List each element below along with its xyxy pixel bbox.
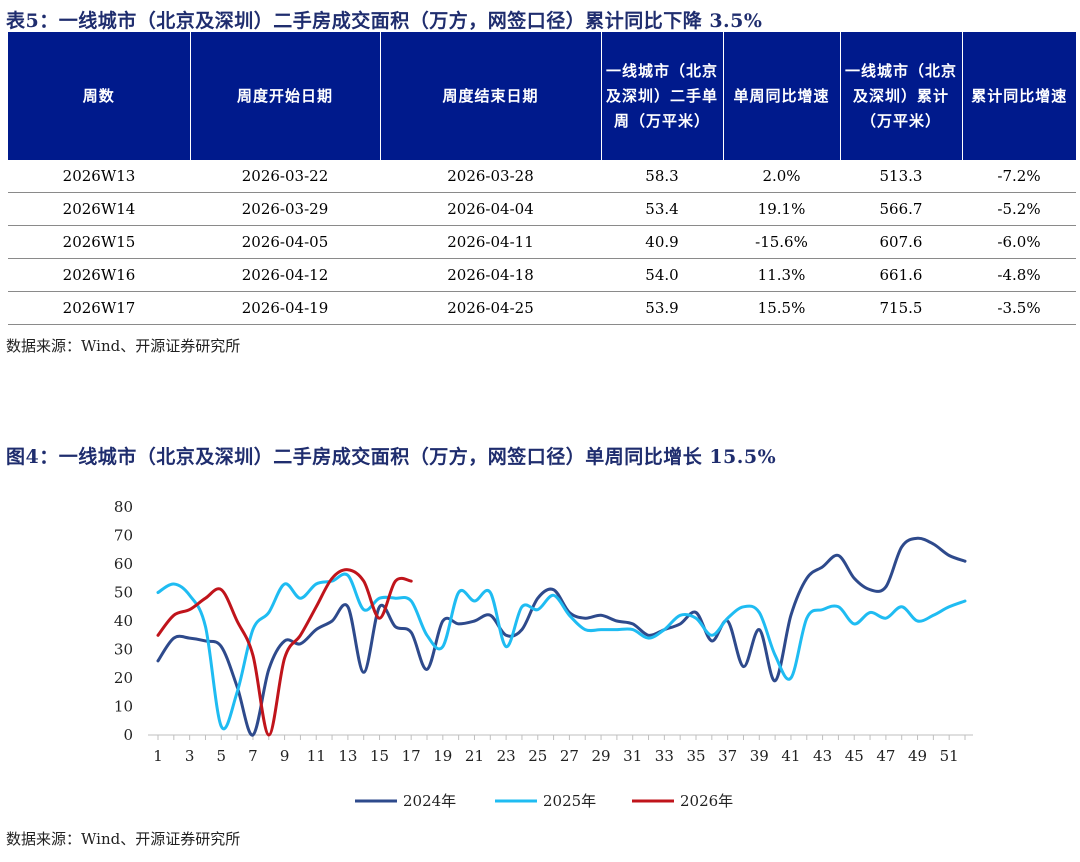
x-tick-label: 3 <box>185 747 195 765</box>
cell-end-date: 2026-04-04 <box>380 192 601 226</box>
cell-cumulative-area: 715.5 <box>840 291 962 325</box>
x-tick-label: 17 <box>402 747 421 765</box>
cell-end-date: 2026-04-25 <box>380 291 601 325</box>
cell-cumulative-yoy: -7.2% <box>962 160 1076 193</box>
cell-weekly-yoy: 15.5% <box>723 291 840 325</box>
cell-week: 2026W16 <box>8 258 190 292</box>
cell-cumulative-yoy: -6.0% <box>962 225 1076 259</box>
x-tick-label: 37 <box>718 747 737 765</box>
x-tick-label: 19 <box>433 747 452 765</box>
line-chart-container: 0 10 20 30 40 50 60 70 80 1 3 5 7 9 11 13 15 17 19 21 23 25 27… <box>0 490 1080 825</box>
y-tick-label: 30 <box>114 641 133 659</box>
cell-start-date: 2026-04-19 <box>190 291 380 325</box>
cell-weekly-area: 53.4 <box>601 192 723 226</box>
x-tick-label: 5 <box>217 747 227 765</box>
x-tick-label: 13 <box>338 747 357 765</box>
legend-label: 2024年 <box>403 792 456 810</box>
cell-cumulative-area: 513.3 <box>840 160 962 193</box>
cell-end-date: 2026-04-11 <box>380 225 601 259</box>
cell-weekly-area: 58.3 <box>601 160 723 193</box>
x-tick-label: 7 <box>248 747 258 765</box>
x-tick-label: 29 <box>592 747 611 765</box>
x-tick-label: 49 <box>908 747 927 765</box>
figure-title: 图4：一线城市（北京及深圳）二手房成交面积（万方，网签口径）单周同比增长 15.… <box>6 446 777 468</box>
cell-end-date: 2026-04-18 <box>380 258 601 292</box>
x-tick-label: 33 <box>655 747 674 765</box>
table-row: 2026W15 2026-04-05 2026-04-11 40.9 -15.6… <box>8 225 1076 259</box>
x-tick-label: 27 <box>560 747 579 765</box>
x-tick-label: 39 <box>750 747 769 765</box>
x-tick-label: 1 <box>153 747 163 765</box>
legend-label: 2025年 <box>543 792 596 810</box>
y-tick-label: 0 <box>123 726 133 744</box>
cell-week: 2026W13 <box>8 160 190 193</box>
cell-weekly-yoy: 19.1% <box>723 192 840 226</box>
cell-cumulative-yoy: -5.2% <box>962 192 1076 226</box>
x-tick-label: 25 <box>528 747 547 765</box>
table-source-note: 数据来源：Wind、开源证券研究所 <box>6 337 241 355</box>
cell-start-date: 2026-04-05 <box>190 225 380 259</box>
legend-label: 2026年 <box>680 792 733 810</box>
x-tick-label: 21 <box>465 747 484 765</box>
data-table: 周数 周度开始日期 周度结束日期 一线城市（北京及深圳）二手单周（万平米） 单周… <box>8 32 1076 325</box>
x-tick-label: 35 <box>686 747 705 765</box>
header-weekly-area: 一线城市（北京及深圳）二手单周（万平米） <box>601 32 724 160</box>
header-start-date: 周度开始日期 <box>190 32 381 160</box>
series-line-1 <box>156 572 967 731</box>
series-line-0 <box>156 536 967 737</box>
cell-cumulative-yoy: -4.8% <box>962 258 1076 292</box>
y-tick-label: 80 <box>114 498 133 516</box>
cell-start-date: 2026-03-22 <box>190 160 380 193</box>
x-tick-label: 47 <box>876 747 895 765</box>
y-tick-label: 40 <box>114 612 133 630</box>
cell-weekly-yoy: -15.6% <box>723 225 840 259</box>
x-tick-label: 45 <box>845 747 864 765</box>
table-header-row: 周数 周度开始日期 周度结束日期 一线城市（北京及深圳）二手单周（万平米） 单周… <box>8 32 1076 160</box>
figure-source-note: 数据来源：Wind、开源证券研究所 <box>6 830 241 848</box>
x-tick-label: 41 <box>781 747 800 765</box>
cell-cumulative-yoy: -3.5% <box>962 291 1076 325</box>
y-tick-label: 70 <box>114 527 133 545</box>
y-tick-label: 10 <box>114 698 133 716</box>
table-row: 2026W17 2026-04-19 2026-04-25 53.9 15.5%… <box>8 291 1076 325</box>
y-tick-label: 20 <box>114 669 133 687</box>
cell-cumulative-area: 661.6 <box>840 258 962 292</box>
header-end-date: 周度结束日期 <box>380 32 602 160</box>
y-tick-label: 60 <box>114 555 133 573</box>
x-tick-label: 15 <box>370 747 389 765</box>
cell-end-date: 2026-03-28 <box>380 160 601 193</box>
x-tick-label: 23 <box>497 747 516 765</box>
x-tick-label: 43 <box>813 747 832 765</box>
table-row: 2026W16 2026-04-12 2026-04-18 54.0 11.3%… <box>8 258 1076 292</box>
cell-week: 2026W17 <box>8 291 190 325</box>
series-line-2 <box>156 568 413 737</box>
cell-weekly-area: 40.9 <box>601 225 723 259</box>
cell-cumulative-area: 607.6 <box>840 225 962 259</box>
cell-start-date: 2026-03-29 <box>190 192 380 226</box>
cell-weekly-area: 53.9 <box>601 291 723 325</box>
y-tick-label: 50 <box>114 584 133 602</box>
x-tick-label: 31 <box>623 747 642 765</box>
cell-week: 2026W14 <box>8 192 190 226</box>
header-week: 周数 <box>8 32 191 160</box>
table-title: 表5：一线城市（北京及深圳）二手房成交面积（万方，网签口径）累计同比下降 3.5… <box>6 10 763 32</box>
cell-weekly-yoy: 2.0% <box>723 160 840 193</box>
cell-start-date: 2026-04-12 <box>190 258 380 292</box>
header-cumulative-area: 一线城市（北京及深圳）累计（万平米） <box>840 32 963 160</box>
x-tick-label: 9 <box>280 747 290 765</box>
x-tick-label: 11 <box>307 747 326 765</box>
table-row: 2026W13 2026-03-22 2026-03-28 58.3 2.0% … <box>8 160 1076 193</box>
x-tick-label: 51 <box>940 747 959 765</box>
table-row: 2026W14 2026-03-29 2026-04-04 53.4 19.1%… <box>8 192 1076 226</box>
header-cumulative-yoy: 累计同比增速 <box>962 32 1076 160</box>
cell-cumulative-area: 566.7 <box>840 192 962 226</box>
cell-weekly-yoy: 11.3% <box>723 258 840 292</box>
cell-weekly-area: 54.0 <box>601 258 723 292</box>
cell-week: 2026W15 <box>8 225 190 259</box>
header-weekly-yoy: 单周同比增速 <box>723 32 841 160</box>
